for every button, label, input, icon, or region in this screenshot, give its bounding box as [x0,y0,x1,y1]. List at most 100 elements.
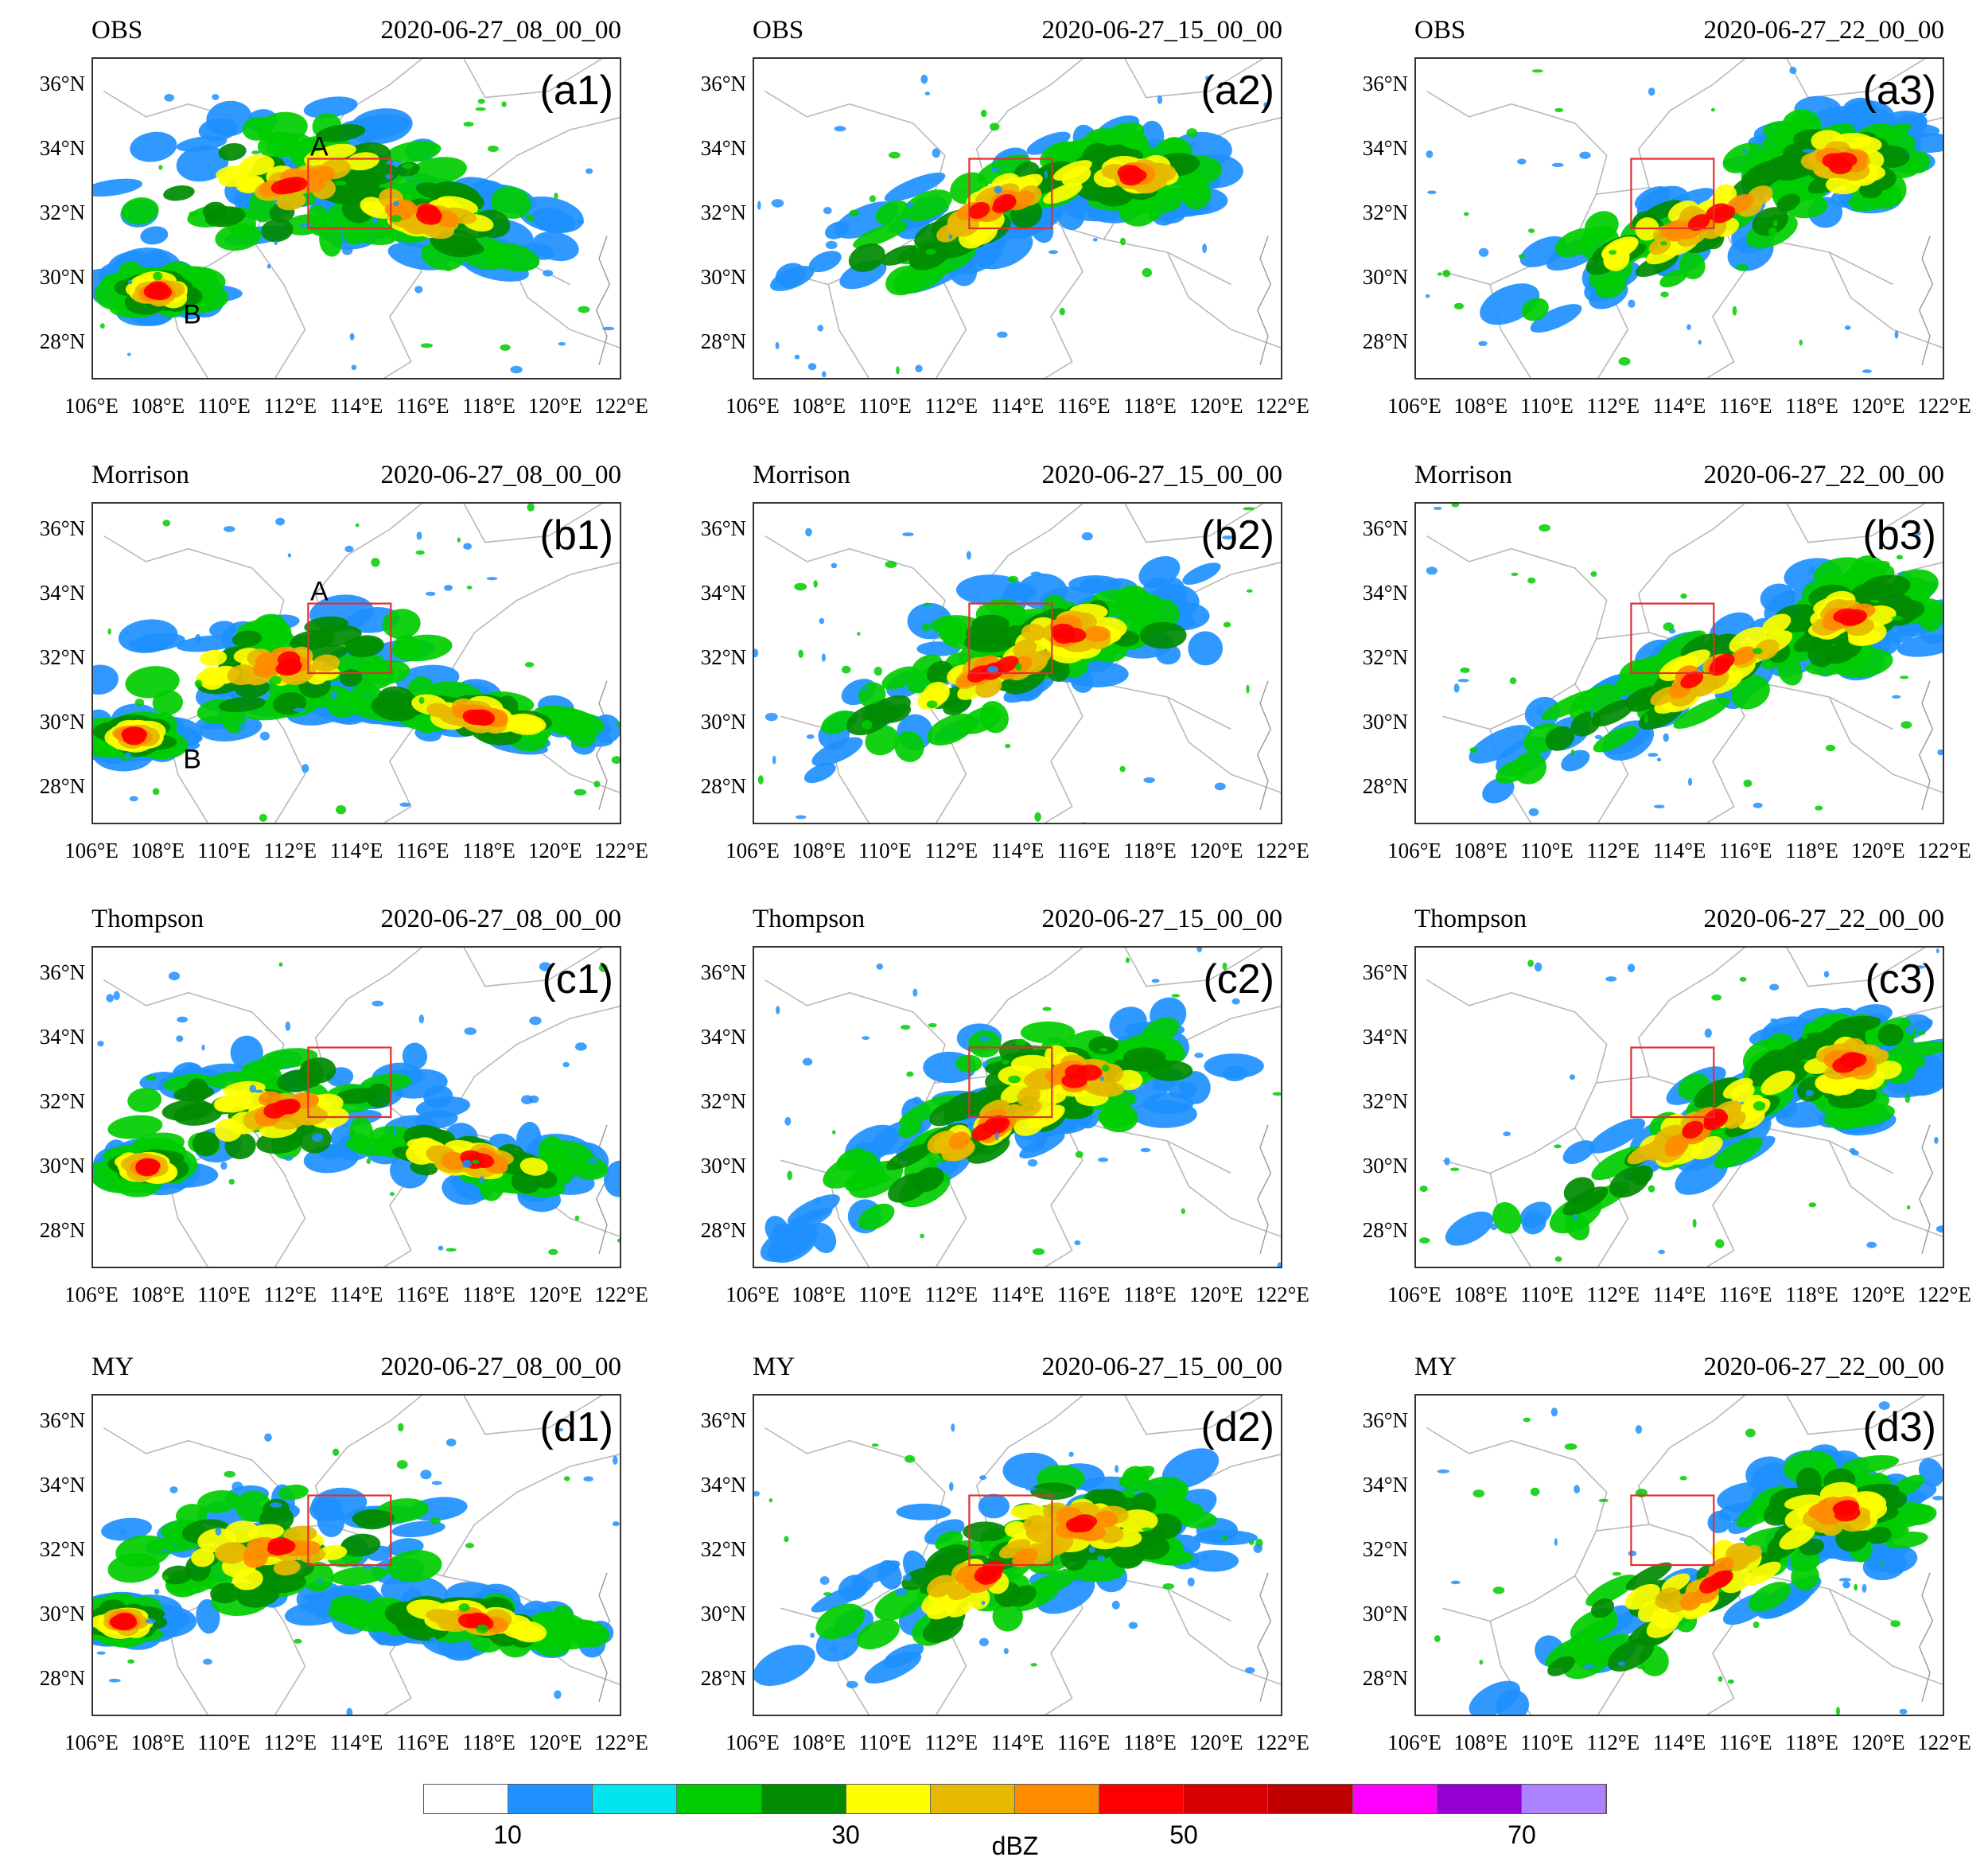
echo-cell [303,96,358,119]
echo-speck [1739,1537,1747,1542]
echo-cell [1918,1458,1943,1487]
echo-speck [1003,1648,1009,1655]
colorbar-unit-label: dBZ [991,1832,1039,1860]
lon-tick-label: 116°E [395,394,449,418]
echo-speck [912,988,918,997]
echo-speck [1663,733,1669,742]
radar-field [93,59,620,378]
lat-tick-label: 32°N [1362,1089,1408,1114]
echo-speck [861,686,868,691]
echo-cell [163,185,195,201]
echo-speck [418,696,425,704]
echo-cell [318,143,356,160]
echo-speck [1075,1150,1083,1158]
lon-tick-label: 112°E [1586,394,1640,418]
lat-tick-label: 36°N [1362,960,1408,985]
echo-cell [310,625,362,647]
echo-speck [1802,1034,1808,1039]
echo-cell [1030,1482,1077,1501]
lon-tick-label: 114°E [990,1283,1045,1306]
lon-tick-label: 106°E [1387,1283,1441,1306]
lat-tick-label: 36°N [700,516,746,541]
echo-cell [924,1519,965,1545]
echo-speck [316,1578,323,1583]
lon-tick-label: 118°E [462,1731,515,1754]
echo-speck [1743,779,1753,788]
echo-cell [1673,697,1730,729]
echo-cell [885,1143,933,1170]
echo-speck [1115,1465,1119,1473]
echo-cell [341,221,396,245]
echo-speck [1851,202,1862,212]
focus-region-box [307,602,392,675]
echo-speck [1768,227,1777,237]
echo-cell [1026,131,1071,155]
echo-speck [578,306,590,313]
echo-speck [593,781,601,788]
echo-speck [293,707,305,712]
coastline [1256,236,1272,365]
echo-cell [101,1517,152,1541]
echo-cell [1675,1156,1728,1195]
lon-tick-label: 108°E [130,394,185,418]
radar-field [93,504,620,823]
echo-cell [1061,627,1087,643]
echo-speck [416,531,422,540]
echo-layer [275,651,302,676]
echo-speck [772,755,776,765]
echo-layer [971,1115,1010,1141]
lon-tick-label: 108°E [792,1283,846,1306]
lat-tick-label: 32°N [39,1089,85,1114]
lon-tick-label: 108°E [792,394,846,418]
echo-cell [968,201,990,220]
echo-cell [1873,1061,1902,1080]
echo-speck [1186,128,1198,138]
echo-cell [768,1228,817,1263]
echo-speck [1598,1498,1609,1502]
echo-speck [1141,1527,1153,1532]
lon-tick-label: 120°E [1850,839,1905,862]
echo-speck [1617,1661,1625,1666]
echo-speck [846,1680,858,1688]
echo-speck [390,215,403,223]
coastline [1256,680,1272,810]
point-label-a: A [310,576,329,607]
reflectivity-map-d3 [1414,1394,1944,1716]
echo-speck [1222,535,1234,539]
province-boundary [1426,1427,1608,1532]
point-label-b: B [183,744,201,775]
echo-speck [1590,708,1594,718]
lon-tick-label: 120°E [527,1731,582,1754]
focus-region-box [1630,602,1715,675]
lon-tick-label: 110°E [1520,394,1574,418]
echo-speck [612,1521,620,1527]
coastline [1256,1572,1272,1702]
echo-cell [312,654,340,672]
echo-cell [185,1078,209,1103]
echo-cell [1013,1101,1042,1120]
echo-speck [1157,95,1163,104]
echo-cell [1004,1521,1029,1538]
echo-speck [177,1016,188,1023]
panel-model-name: Morrison [1414,461,1512,489]
echo-speck [1550,1407,1558,1417]
echo-speck [1917,112,1928,117]
panel-model-name: Morrison [753,461,850,489]
reflectivity-map-c2 [753,946,1282,1268]
lon-tick-label: 106°E [64,1283,119,1306]
echo-speck [978,1637,989,1647]
echo-cell [1776,193,1800,212]
echo-cell [1469,1680,1521,1715]
echo-speck [331,691,337,700]
echo-speck [1044,170,1048,179]
lon-tick-label: 112°E [263,1731,317,1754]
echo-speck [794,582,807,591]
echo-speck [574,1215,580,1221]
panel-model-name: MY [753,1353,796,1381]
echo-speck [1088,1546,1095,1553]
echo-speck [495,243,501,253]
echo-speck [251,150,261,154]
lat-tick-label: 28°N [39,1218,85,1243]
panel-model-name: Thompson [91,905,204,933]
echo-cell [1148,598,1180,630]
